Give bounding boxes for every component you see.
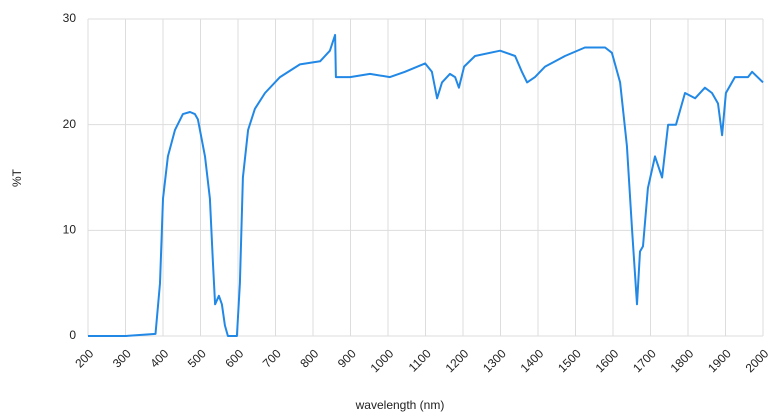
x-tick-label: 1100 bbox=[406, 346, 434, 374]
x-tick-label: 1200 bbox=[443, 346, 472, 375]
y-tick-label: 30 bbox=[63, 11, 77, 25]
x-tick-label: 1600 bbox=[593, 346, 622, 375]
y-axis-label: %T bbox=[10, 168, 24, 187]
x-tick-label: 200 bbox=[72, 346, 96, 370]
x-tick-label: 600 bbox=[222, 346, 246, 370]
x-tick-label: 1300 bbox=[480, 346, 509, 375]
x-tick-label: 1800 bbox=[668, 346, 697, 375]
x-tick-label: 1500 bbox=[555, 346, 584, 375]
x-axis-label: wavelength (nm) bbox=[355, 398, 445, 412]
x-tick-label: 800 bbox=[297, 346, 321, 370]
x-tick-label: 500 bbox=[185, 346, 209, 370]
data-line bbox=[88, 33, 764, 337]
x-tick-label: 1000 bbox=[368, 346, 397, 375]
x-tick-label: 300 bbox=[110, 346, 134, 370]
x-tick-label: 2000 bbox=[743, 346, 772, 375]
x-tick-label: 900 bbox=[335, 346, 359, 370]
y-tick-label: 0 bbox=[69, 328, 76, 342]
y-tick-label: 20 bbox=[63, 117, 77, 131]
x-tick-label: 400 bbox=[147, 346, 171, 370]
x-tick-label: 1400 bbox=[518, 346, 547, 375]
y-tick-label: 10 bbox=[63, 223, 77, 237]
x-tick-label: 700 bbox=[260, 346, 284, 370]
x-tick-label: 1700 bbox=[630, 346, 659, 375]
x-tick-label: 1900 bbox=[705, 346, 734, 375]
